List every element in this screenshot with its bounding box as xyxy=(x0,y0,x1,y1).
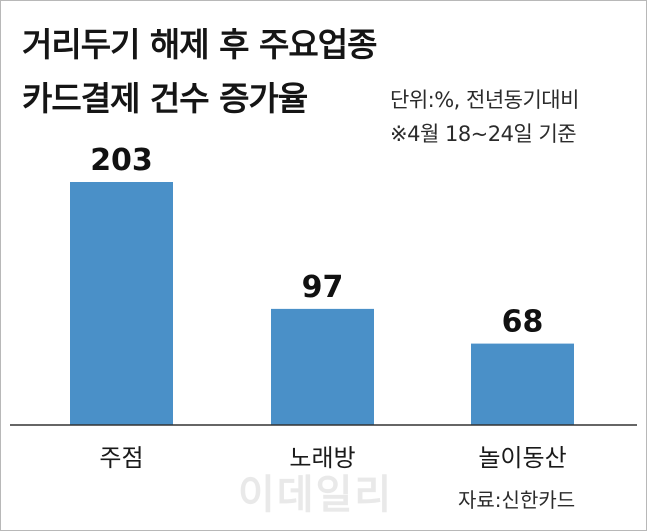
category-label-2: 노래방 xyxy=(289,444,355,472)
value-label-3: 68 xyxy=(502,305,544,340)
value-label-2: 97 xyxy=(302,270,344,305)
category-label-3: 놀이동산 xyxy=(478,444,566,472)
chart-title-line-2: 카드결제 건수 증가율 xyxy=(22,79,308,118)
category-label-1: 주점 xyxy=(99,444,143,472)
value-label-1: 203 xyxy=(90,143,153,178)
source-note: 자료:신한카드 xyxy=(458,488,576,512)
bar-3 xyxy=(471,343,574,425)
unit-note: 단위:%, 전년동기대비 xyxy=(390,88,579,112)
chart-title-line-1: 거리두기 해제 후 주요업종 xyxy=(22,25,377,64)
bar-2 xyxy=(271,308,374,425)
period-note: ※4월 18~24일 기준 xyxy=(390,122,577,146)
bar-1 xyxy=(70,182,173,425)
watermark: 이데일리 xyxy=(238,472,394,518)
